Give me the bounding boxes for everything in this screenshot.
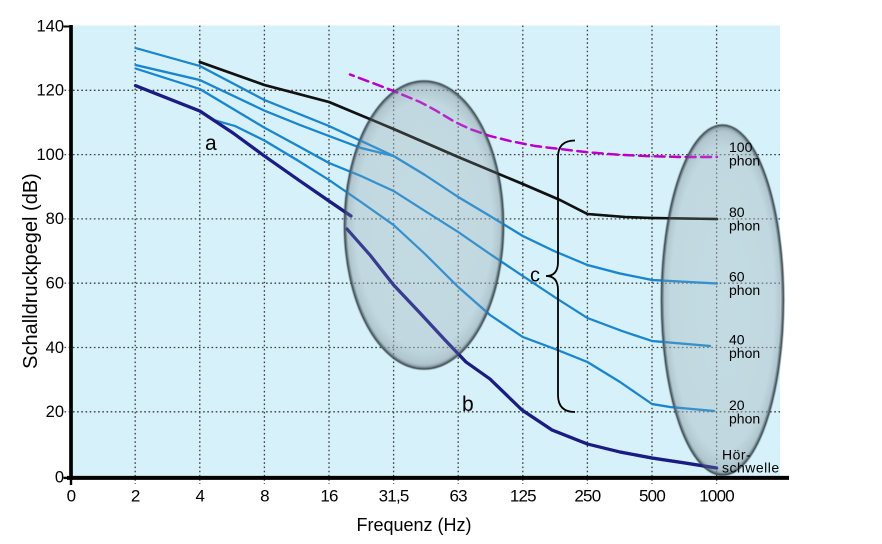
- svg-text:8: 8: [260, 487, 269, 506]
- svg-text:Hör-: Hör-: [722, 447, 751, 463]
- svg-text:Frequenz (Hz): Frequenz (Hz): [356, 515, 471, 535]
- svg-text:phon: phon: [729, 282, 760, 298]
- svg-text:c: c: [530, 265, 540, 287]
- svg-text:100: 100: [729, 139, 753, 155]
- svg-text:250: 250: [574, 487, 600, 506]
- svg-text:phon: phon: [729, 152, 760, 168]
- svg-text:16: 16: [320, 487, 338, 506]
- svg-text:b: b: [462, 393, 474, 416]
- svg-text:80: 80: [46, 210, 64, 228]
- svg-text:40: 40: [729, 332, 745, 348]
- svg-text:0: 0: [55, 469, 64, 487]
- svg-text:1000: 1000: [699, 487, 734, 506]
- svg-text:schwelle: schwelle: [722, 460, 780, 476]
- svg-text:31,5: 31,5: [379, 487, 409, 506]
- svg-text:80: 80: [729, 204, 745, 220]
- svg-text:120: 120: [36, 82, 64, 100]
- svg-text:0: 0: [67, 487, 76, 506]
- svg-text:2: 2: [131, 487, 140, 506]
- svg-text:125: 125: [510, 487, 536, 506]
- svg-text:500: 500: [639, 487, 665, 506]
- svg-text:140: 140: [36, 17, 64, 35]
- svg-text:phon: phon: [729, 217, 760, 233]
- svg-text:60: 60: [46, 275, 64, 293]
- svg-text:60: 60: [729, 269, 745, 285]
- svg-text:63: 63: [450, 487, 468, 506]
- svg-text:40: 40: [46, 339, 64, 357]
- svg-text:phon: phon: [729, 410, 760, 426]
- svg-text:phon: phon: [729, 345, 760, 361]
- svg-text:4: 4: [195, 487, 204, 506]
- svg-text:20: 20: [729, 397, 745, 413]
- svg-text:20: 20: [46, 403, 64, 421]
- svg-text:a: a: [205, 132, 217, 155]
- svg-text:100: 100: [36, 146, 64, 164]
- svg-text:Schalldruckpegel (dB): Schalldruckpegel (dB): [20, 173, 42, 369]
